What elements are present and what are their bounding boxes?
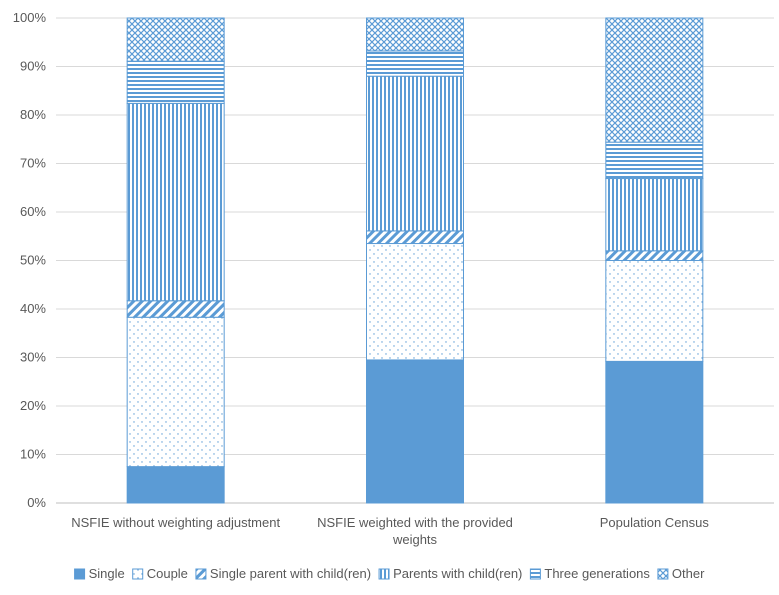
bar-segment-other	[366, 17, 464, 52]
x-tick-label: Population Census	[600, 515, 710, 530]
bar-segment-single-parent-with-child-ren	[366, 230, 464, 245]
y-tick-label: 50%	[20, 253, 46, 268]
bar-segment-three-generations	[366, 50, 464, 77]
bar-segment-three-generations	[126, 60, 225, 104]
legend-label: Couple	[147, 566, 188, 581]
bar-segment-parents-with-child-ren	[366, 75, 464, 232]
x-tick-label: NSFIE without weighting adjustment	[71, 515, 280, 530]
legend-label: Parents with child(ren)	[393, 566, 522, 581]
bar-segment-couple	[605, 260, 704, 362]
x-axis: NSFIE without weighting adjustment NSFIE …	[71, 515, 709, 547]
bar-segment-three-generations	[605, 141, 704, 180]
bar-segment-parents-with-child-ren	[605, 178, 704, 252]
legend-label: Other	[672, 566, 705, 581]
y-tick-label: 20%	[20, 398, 46, 413]
y-tick-label: 0%	[27, 495, 46, 510]
bar-segment-parents-with-child-ren	[126, 102, 225, 302]
legend-label: Single	[89, 566, 125, 581]
bar-segment-single	[366, 359, 464, 504]
solid-square-icon	[74, 568, 86, 580]
y-tick-label: 90%	[20, 59, 46, 74]
bar-segment-single	[126, 466, 225, 504]
bar-segment-single-parent-with-child-ren	[126, 300, 225, 318]
y-tick-label: 30%	[20, 350, 46, 365]
vertical-lines-square-icon	[378, 568, 390, 580]
bar-segment-couple	[126, 316, 225, 468]
bar-segment-couple	[366, 243, 464, 361]
y-axis: 0% 10% 20% 30% 40% 50% 60% 70% 80% 90% 100%	[13, 10, 47, 510]
dotted-square-icon	[132, 568, 144, 580]
legend-label: Three generations	[544, 566, 650, 581]
legend: Single Couple Single parent with child(ren…	[74, 566, 705, 581]
horizontal-lines-square-icon	[529, 568, 541, 580]
crosshatch-square-icon	[657, 568, 669, 580]
bar-segment-single-parent-with-child-ren	[605, 250, 704, 262]
y-tick-label: 40%	[20, 301, 46, 316]
y-tick-label: 60%	[20, 204, 46, 219]
diagonal-square-icon	[195, 568, 207, 580]
y-tick-label: 80%	[20, 107, 46, 122]
bars	[126, 17, 704, 504]
legend-label: Single parent with child(ren)	[210, 566, 371, 581]
y-tick-label: 10%	[20, 447, 46, 462]
bar-segment-other	[126, 17, 225, 62]
x-tick-label: weights	[392, 532, 438, 547]
x-tick-label: NSFIE weighted with the provided	[317, 515, 513, 530]
bar-segment-other	[605, 17, 704, 143]
y-tick-label: 100%	[13, 10, 47, 25]
y-tick-label: 70%	[20, 156, 46, 171]
bar-segment-single	[605, 360, 704, 504]
